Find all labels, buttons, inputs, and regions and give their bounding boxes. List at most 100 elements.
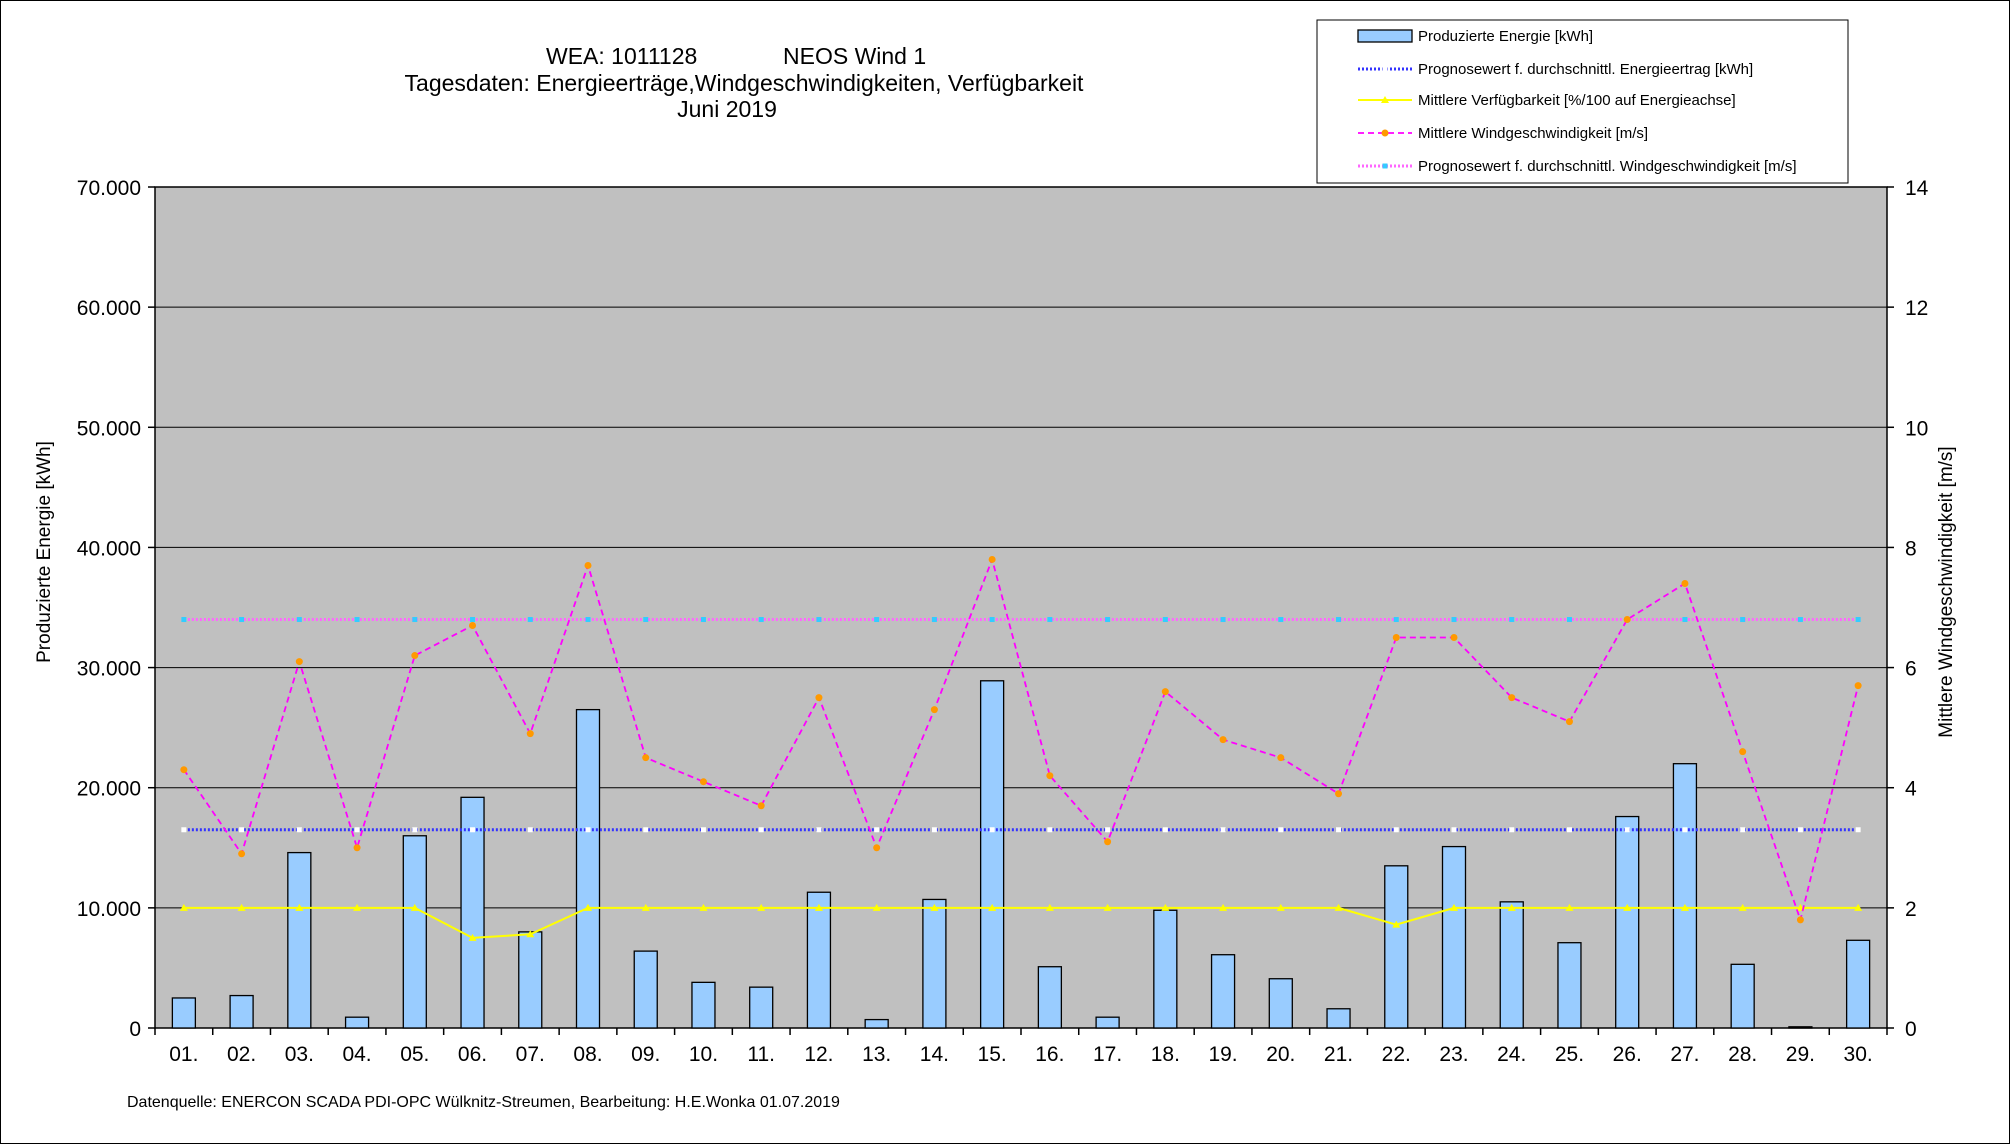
y-tick-label: 30.000	[77, 658, 141, 681]
x-tick-label: 25.	[1555, 1043, 1584, 1066]
x-tick-label: 20.	[1266, 1043, 1295, 1066]
wind-speed-point	[1681, 579, 1689, 587]
wind-forecast-point	[989, 617, 995, 623]
energy-bar	[1845, 939, 1871, 1029]
energy-forecast-point	[181, 827, 187, 833]
energy-forecast-point	[239, 827, 245, 833]
energy-bar	[1499, 901, 1524, 1029]
y-tick-label: 50.000	[77, 417, 141, 440]
energy-forecast-point	[1047, 827, 1053, 833]
energy-bar	[1557, 942, 1582, 1029]
wind-speed-point	[411, 652, 419, 660]
availability-point	[353, 903, 362, 911]
x-tick-label: 06.	[458, 1043, 487, 1066]
y-tick-label: 40.000	[77, 537, 141, 560]
wind-speed-point	[295, 658, 303, 666]
legend-label: Produzierte Energie [kWh]	[1418, 28, 1593, 45]
energy-forecast-point	[758, 827, 764, 833]
plot-area	[154, 186, 1888, 1029]
availability-point	[237, 903, 246, 911]
energy-forecast-point	[1162, 827, 1168, 833]
energy-bar	[229, 994, 254, 1029]
energy-bar	[1095, 1016, 1120, 1029]
availability-point	[699, 903, 708, 911]
wind-forecast-point	[527, 617, 533, 623]
bar-series	[171, 680, 1871, 1029]
availability-point	[1507, 903, 1516, 911]
wind-speed-point	[469, 622, 477, 630]
energy-bar	[979, 680, 1005, 1029]
energy-bar	[1441, 845, 1467, 1029]
energy-bar	[575, 708, 601, 1029]
y2-tick-label: 4	[1905, 778, 1917, 801]
wind-speed-point	[584, 561, 592, 569]
energy-bar	[1730, 963, 1755, 1029]
wind-forecast-point	[1451, 617, 1457, 623]
energy-forecast-point	[989, 827, 995, 833]
x-tick-label: 05.	[400, 1043, 429, 1066]
energy-bar	[1037, 966, 1063, 1029]
x-tick-label: 02.	[227, 1043, 256, 1066]
wind-speed-point	[757, 802, 765, 810]
energy-forecast-point	[1566, 827, 1572, 833]
x-tick-label: 01.	[169, 1043, 198, 1066]
availability-point	[1623, 903, 1632, 911]
wind-speed-point	[1392, 634, 1400, 642]
wind-speed-point	[1046, 772, 1054, 780]
wind-forecast-point	[181, 617, 187, 623]
wind-forecast-point	[412, 617, 418, 623]
wind-speed-point	[1450, 634, 1458, 642]
energy-bar	[749, 986, 774, 1029]
header-subtitle: Tagesdaten: Energieerträge,Windgeschwind…	[405, 70, 1085, 96]
y2-tick-label: 0	[1905, 1018, 1917, 1041]
header-plant: NEOS Wind 1	[783, 43, 926, 69]
y2-tick-label: 14	[1905, 177, 1929, 200]
wind-forecast-point	[296, 617, 302, 623]
wind-forecast-point	[1278, 617, 1284, 623]
energy-bar	[1326, 1008, 1351, 1029]
x-tick-label: 19.	[1208, 1043, 1237, 1066]
energy-forecast-point	[816, 827, 822, 833]
x-tick-label: 30.	[1844, 1043, 1873, 1066]
energy-bar	[864, 1018, 889, 1029]
energy-forecast-point	[700, 827, 706, 833]
x-tick-label: 12.	[804, 1043, 833, 1066]
availability-point	[179, 903, 188, 911]
wind-forecast-point	[700, 617, 706, 623]
wind-forecast-point	[585, 617, 591, 623]
energy-bar	[922, 898, 947, 1029]
legend-swatch-marker	[1382, 66, 1388, 72]
y-tick-label: 70.000	[77, 177, 141, 200]
energy-bar	[287, 851, 312, 1029]
y2-axis-label: Mittlere Windgeschwindigkeit [m/s]	[1936, 446, 1957, 737]
availability-point	[1045, 903, 1054, 911]
wind-forecast-point	[1393, 617, 1399, 623]
legend-label: Prognosewert f. durchschnittl. Windgesch…	[1418, 158, 1797, 175]
x-tick-label: 23.	[1439, 1043, 1468, 1066]
energy-bar	[1268, 978, 1293, 1029]
wind-speed-point	[1277, 754, 1285, 762]
wind-forecast-point	[1509, 617, 1515, 623]
wind-speed-point	[988, 555, 996, 563]
energy-forecast-point	[1336, 827, 1342, 833]
wind-forecast-point	[1855, 617, 1861, 623]
wind-speed-point	[1335, 790, 1343, 798]
y2-tick-label: 2	[1905, 898, 1917, 921]
legend: Produzierte Energie [kWh] Prognosewert f.…	[1316, 19, 1849, 184]
energy-bar	[1615, 815, 1640, 1029]
availability-point	[1103, 903, 1112, 911]
legend-label: Mittlere Verfügbarkeit [%/100 auf Energi…	[1418, 92, 1736, 109]
wind-speed-point	[1508, 694, 1516, 702]
energy-forecast-point	[1682, 827, 1688, 833]
y2-tick-label: 10	[1905, 417, 1928, 440]
energy-forecast-point	[1393, 827, 1399, 833]
energy-bar	[691, 981, 716, 1029]
wind-speed-point	[1565, 718, 1573, 726]
energy-bar	[518, 931, 543, 1029]
x-tick-label: 29.	[1786, 1043, 1815, 1066]
availability-point	[1161, 903, 1170, 911]
energy-forecast-point	[527, 827, 533, 833]
energy-bar	[460, 796, 485, 1029]
y2-tick-label: 6	[1905, 658, 1917, 681]
